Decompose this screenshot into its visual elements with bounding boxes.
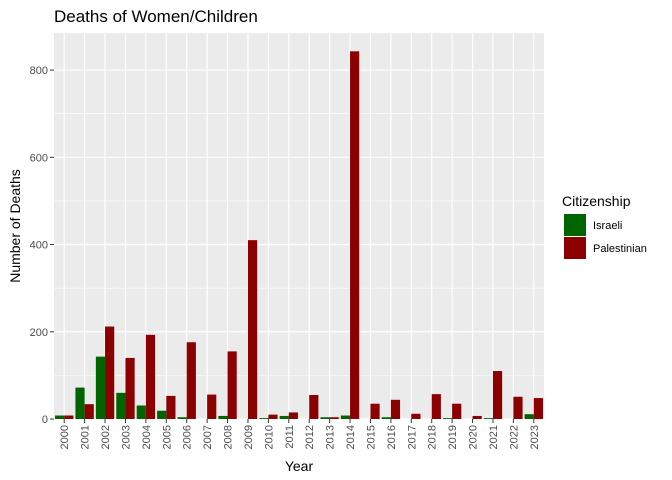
bars bbox=[55, 51, 543, 420]
x-tick-label: 2017 bbox=[406, 425, 418, 449]
x-tick-label: 2001 bbox=[80, 425, 92, 449]
grid-lines bbox=[54, 33, 544, 420]
bar-palestinian-2021 bbox=[492, 371, 503, 419]
bar-palestinian-2018 bbox=[431, 394, 441, 419]
x-tick-label: 2003 bbox=[120, 425, 132, 449]
bar-palestinian-2020 bbox=[472, 415, 482, 419]
bar-israeli-2021 bbox=[483, 418, 493, 419]
x-tick-label: 2007 bbox=[202, 425, 214, 449]
x-tick-label: 2004 bbox=[141, 425, 153, 449]
bar-israeli-2019 bbox=[442, 418, 453, 419]
x-tick-label: 2013 bbox=[325, 425, 337, 449]
bar-israeli-2006 bbox=[177, 417, 187, 419]
y-tick-label: 600 bbox=[30, 152, 48, 164]
bar-israeli-2014 bbox=[340, 415, 351, 419]
bar-palestinian-2014 bbox=[350, 51, 360, 420]
x-tick-label: 2010 bbox=[263, 425, 275, 449]
x-tick-label: 2021 bbox=[488, 425, 500, 449]
bar-palestinian-2012 bbox=[309, 395, 319, 419]
bar-palestinian-2022 bbox=[513, 396, 523, 419]
x-tick-label: 2022 bbox=[508, 425, 520, 449]
bar-israeli-2010 bbox=[259, 418, 269, 419]
bar-palestinian-2015 bbox=[370, 403, 380, 419]
y-tick-label: 200 bbox=[30, 327, 48, 339]
x-tick-label: 2002 bbox=[100, 425, 112, 449]
bar-israeli-2002 bbox=[95, 356, 106, 419]
bar-palestinian-2007 bbox=[207, 394, 217, 419]
x-tick-label: 2011 bbox=[284, 425, 296, 449]
bar-palestinian-2008 bbox=[227, 351, 237, 419]
x-tick-label: 2023 bbox=[529, 425, 541, 449]
y-axis: 0 200 400 600 800 bbox=[30, 65, 54, 426]
bar-israeli-2001 bbox=[75, 387, 85, 419]
x-tick-label: 2000 bbox=[59, 425, 71, 449]
bar-palestinian-2017 bbox=[411, 413, 421, 419]
chart-title: Deaths of Women/Children bbox=[54, 7, 258, 26]
x-tick-label: 2006 bbox=[182, 425, 194, 449]
bar-palestinian-2004 bbox=[145, 334, 156, 419]
bar-palestinian-2023 bbox=[533, 398, 543, 419]
bar-israeli-2003 bbox=[116, 392, 126, 419]
x-tick-label: 2012 bbox=[304, 425, 316, 449]
bar-palestinian-2013 bbox=[329, 417, 339, 419]
legend-key-israeli bbox=[564, 214, 586, 236]
bar-palestinian-2001 bbox=[84, 404, 94, 419]
bar-israeli-2000 bbox=[55, 415, 65, 419]
bar-palestinian-2011 bbox=[288, 412, 298, 419]
bar-palestinian-2010 bbox=[268, 414, 278, 419]
legend-title: Citizenship bbox=[562, 193, 631, 209]
x-tick-label: 2005 bbox=[161, 425, 173, 449]
bar-palestinian-2000 bbox=[64, 415, 74, 419]
x-tick-label: 2020 bbox=[468, 425, 480, 449]
bar-palestinian-2003 bbox=[125, 357, 135, 419]
x-tick-label: 2014 bbox=[345, 425, 357, 449]
bar-israeli-2011 bbox=[279, 415, 289, 419]
bar-israeli-2016 bbox=[381, 417, 391, 419]
x-axis: 2000 2001 2002 2003 2004 2005 2006 2007 2008 2009… bbox=[59, 419, 541, 449]
bar-israeli-2013 bbox=[320, 417, 330, 419]
bar-palestinian-2016 bbox=[390, 399, 401, 419]
bar-israeli-2023 bbox=[524, 414, 534, 419]
x-tick-label: 2016 bbox=[386, 425, 398, 449]
x-tick-label: 2015 bbox=[365, 425, 377, 449]
x-tick-label: 2009 bbox=[243, 425, 255, 449]
legend-items: Israeli Palestinian bbox=[564, 214, 647, 259]
bar-israeli-2004 bbox=[136, 405, 146, 419]
x-axis-title: Year bbox=[285, 458, 314, 474]
bar-palestinian-2002 bbox=[105, 326, 115, 419]
y-tick-label: 0 bbox=[42, 414, 48, 426]
x-tick-label: 2018 bbox=[427, 425, 439, 449]
bar-palestinian-2005 bbox=[166, 395, 176, 419]
bar-palestinian-2006 bbox=[186, 342, 196, 419]
bar-israeli-2005 bbox=[157, 410, 167, 419]
y-tick-label: 800 bbox=[30, 65, 48, 77]
bar-palestinian-2009 bbox=[247, 240, 258, 419]
x-tick-label: 2008 bbox=[223, 425, 235, 449]
y-axis-title: Number of Deaths bbox=[7, 169, 23, 283]
legend: Citizenship Israeli Palestinian bbox=[562, 193, 647, 259]
plot-panel bbox=[54, 33, 544, 419]
bar-israeli-2008 bbox=[218, 415, 228, 419]
bar-palestinian-2019 bbox=[452, 403, 462, 419]
legend-label-israeli: Israeli bbox=[593, 220, 622, 232]
legend-label-palestinian: Palestinian bbox=[593, 243, 647, 255]
legend-key-palestinian bbox=[564, 237, 586, 259]
y-tick-label: 400 bbox=[30, 240, 48, 252]
x-tick-label: 2019 bbox=[447, 425, 459, 449]
